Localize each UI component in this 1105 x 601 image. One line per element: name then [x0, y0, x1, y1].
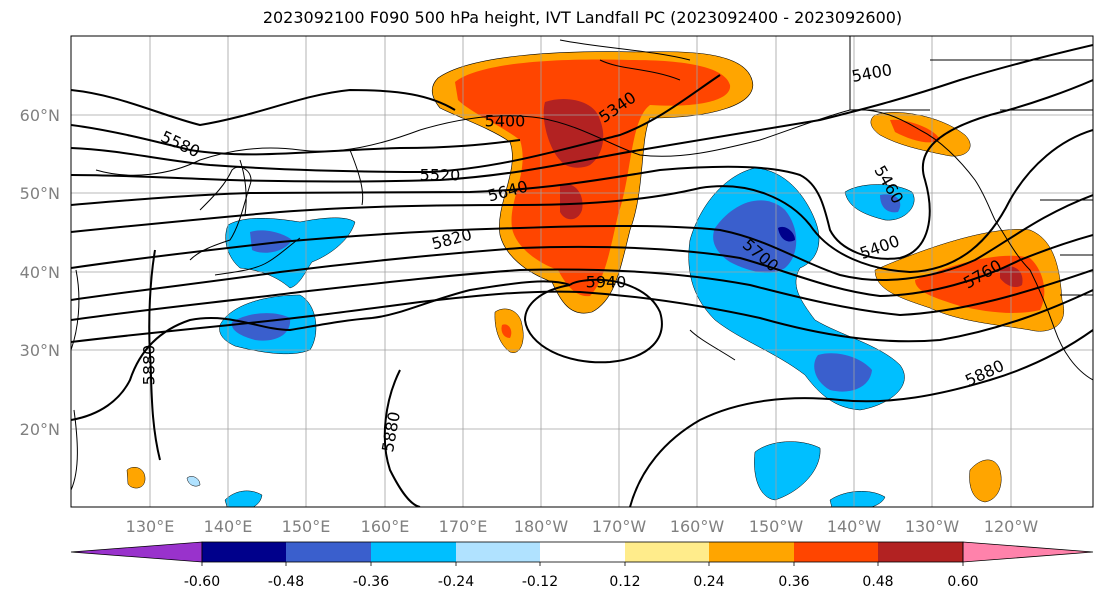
lon-tick-label: 130°E	[126, 517, 175, 536]
lon-tick-label: 140°E	[204, 517, 253, 536]
colorbar-segment	[286, 542, 371, 562]
colorbar-segment	[540, 542, 625, 562]
lat-tick-label: 50°N	[20, 184, 60, 203]
map-title: 2023092100 F090 500 hPa height, IVT Land…	[262, 8, 903, 27]
colorbar-segment	[794, 542, 878, 562]
lon-tick-label: 170°E	[439, 517, 488, 536]
positive-ivt-patch	[969, 459, 1002, 503]
colorbar-tick-label: -0.12	[522, 574, 558, 590]
latitude-labels: 20°N 30°N 40°N 50°N 60°N	[20, 106, 60, 439]
lon-tick-label: 160°W	[670, 517, 725, 536]
positive-ivt-patch	[126, 467, 146, 489]
colorbar-tick-label: -0.36	[353, 574, 389, 590]
colorbar-extend-low	[70, 541, 203, 563]
colorbar-frame	[201, 541, 964, 563]
contour-label: 5940	[586, 273, 627, 292]
colorbar-segment	[625, 542, 709, 562]
colorbar-tick-label: 0.60	[947, 574, 978, 590]
graticule	[71, 36, 1093, 507]
contour-label: 5400	[485, 112, 526, 131]
negative-ivt-south-patch	[754, 441, 821, 501]
lon-tick-label: 180°W	[514, 517, 569, 536]
colorbar-tick-label: -0.48	[268, 574, 304, 590]
contour-label: 5520	[420, 166, 461, 185]
longitude-labels: 130°E 140°E 150°E 160°E 170°E 180°W 170°W 160°W…	[126, 517, 1039, 536]
lon-tick-label: 120°W	[984, 517, 1039, 536]
colorbar-segment	[371, 542, 456, 562]
colorbar-tick-label: -0.24	[438, 574, 474, 590]
lat-tick-label: 30°N	[20, 341, 60, 360]
colorbar-tick-label: 0.12	[609, 574, 640, 590]
colorbar-tick-label: 0.48	[862, 574, 893, 590]
lon-tick-label: 150°E	[282, 517, 331, 536]
positive-ivt-core	[455, 59, 731, 297]
colorbar-tick-label: 0.36	[778, 574, 809, 590]
colorbar-tick-label: 0.24	[693, 574, 724, 590]
colorbar-tick-label: -0.60	[184, 574, 220, 590]
lon-tick-label: 130°W	[905, 517, 960, 536]
lon-tick-label: 170°W	[592, 517, 647, 536]
colorbar-segment	[878, 542, 963, 562]
lon-tick-label: 150°W	[749, 517, 804, 536]
contour-label: 5880	[140, 345, 159, 386]
colorbar-segment	[202, 542, 286, 562]
height-contours	[71, 44, 1093, 507]
colorbar	[70, 541, 1094, 563]
lat-tick-label: 40°N	[20, 263, 60, 282]
plot-frame	[70, 35, 1094, 508]
lat-tick-label: 60°N	[20, 106, 60, 125]
colorbar-segment	[709, 542, 794, 562]
lon-tick-label: 160°E	[361, 517, 410, 536]
lat-tick-label: 20°N	[20, 420, 60, 439]
colorbar-segment	[456, 542, 540, 562]
lon-tick-label: 140°W	[827, 517, 882, 536]
colorbar-extend-high	[962, 541, 1094, 563]
colorbar-tick-labels: -0.60 -0.48 -0.36 -0.24 -0.12 0.12 0.24 0.36 0.4…	[184, 562, 979, 590]
